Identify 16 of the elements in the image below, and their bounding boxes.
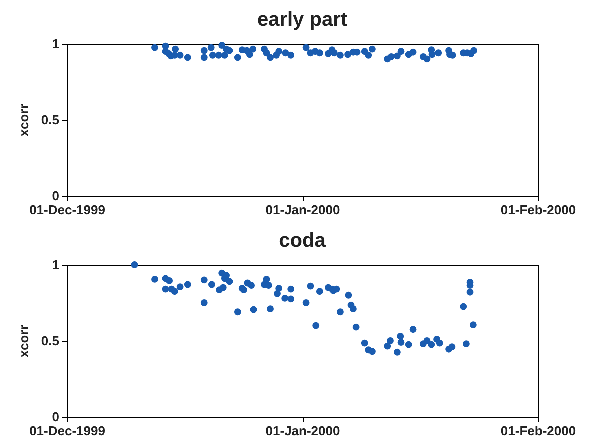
x-tick-label: 01-Dec-1999 — [30, 202, 106, 218]
chart-title: early part — [257, 9, 348, 31]
chart-title: coda — [279, 230, 327, 252]
y-tick-label: 1 — [52, 36, 60, 52]
y-tick-label: 0.5 — [41, 334, 60, 348]
x-tick-label: 01-Feb-2000 — [500, 424, 576, 438]
y-axis-title: xcorr — [16, 325, 32, 358]
y-tick-label: 0 — [52, 410, 60, 424]
x-tick-label: 01-Dec-1999 — [30, 424, 106, 438]
y-tick-label: 1 — [52, 258, 60, 272]
y-axis-title: xcorr — [16, 104, 32, 137]
x-tick-label: 01-Feb-2000 — [500, 202, 576, 218]
y-tick-label: 0.5 — [41, 112, 60, 128]
x-tick-label: 01-Jan-2000 — [266, 424, 340, 438]
y-tick-label: 0 — [52, 188, 60, 204]
x-tick-label: 01-Jan-2000 — [266, 202, 340, 218]
